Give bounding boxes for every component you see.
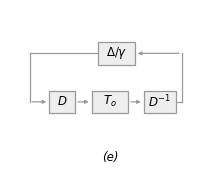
Text: $D^{-1}$: $D^{-1}$ xyxy=(148,94,172,110)
Text: $D$: $D$ xyxy=(57,95,68,108)
Text: $T_o$: $T_o$ xyxy=(103,94,117,109)
Text: $\Delta/\gamma$: $\Delta/\gamma$ xyxy=(106,45,127,61)
FancyBboxPatch shape xyxy=(92,91,128,113)
Text: (e): (e) xyxy=(102,151,118,164)
FancyBboxPatch shape xyxy=(98,42,135,65)
FancyBboxPatch shape xyxy=(49,91,75,113)
FancyBboxPatch shape xyxy=(144,91,176,113)
